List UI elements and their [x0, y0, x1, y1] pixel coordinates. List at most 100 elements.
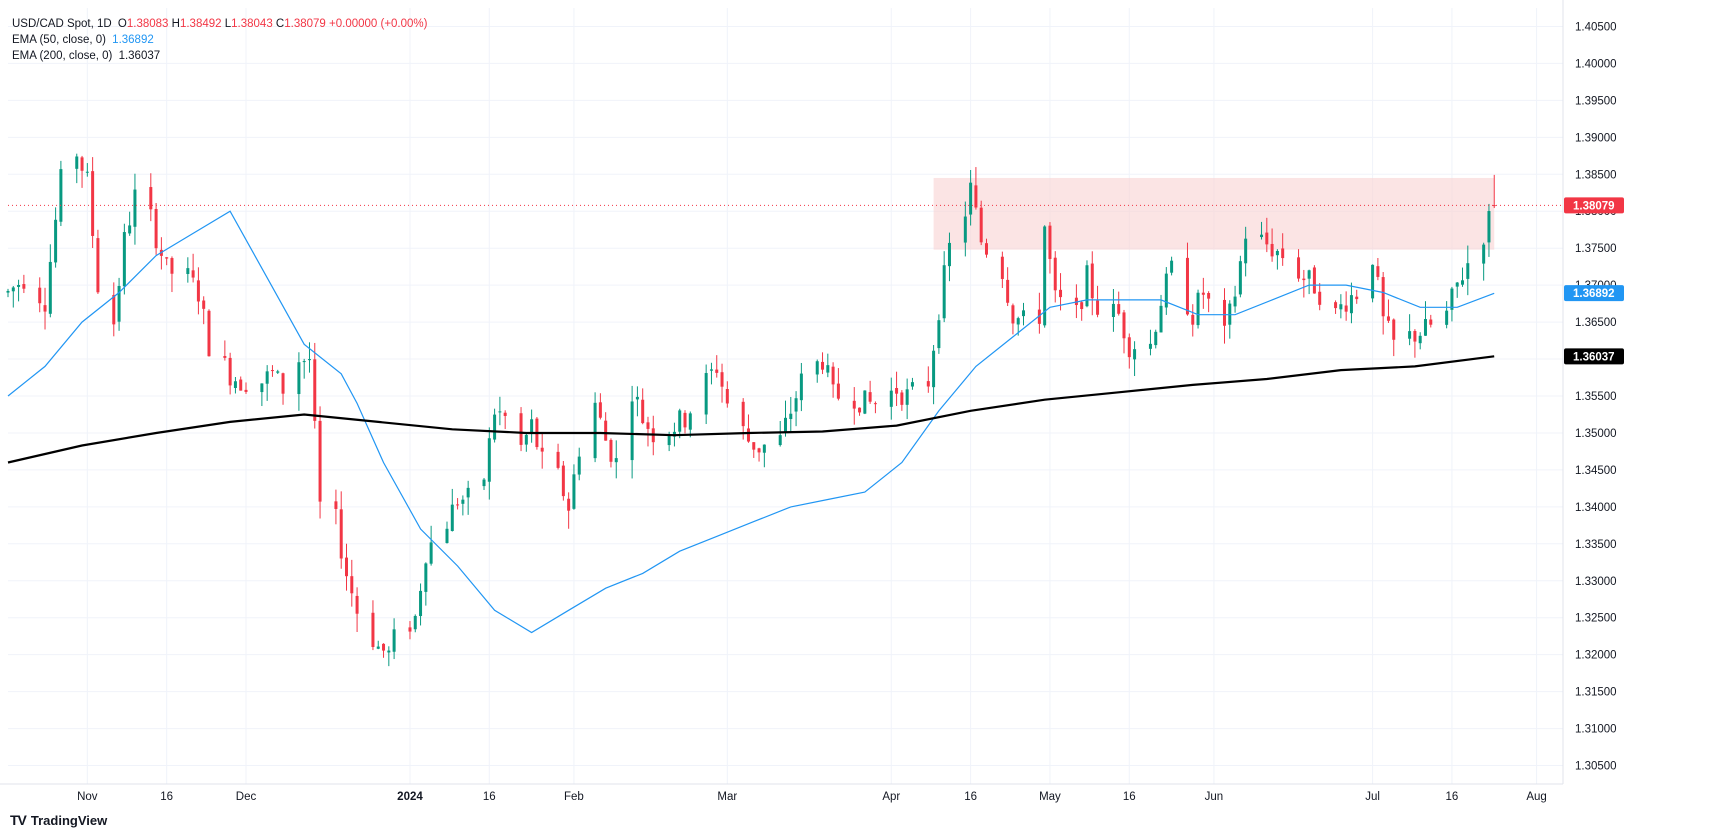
candle-up	[1418, 335, 1422, 344]
candle-up	[387, 650, 391, 653]
candle-down	[96, 238, 100, 293]
candle-up	[1196, 292, 1200, 326]
candle-up	[630, 401, 634, 461]
price-label-bg	[1564, 348, 1624, 365]
y-tick-label: 1.35500	[1575, 391, 1617, 403]
candle-down	[1048, 225, 1052, 259]
y-tick-label: 1.32000	[1575, 650, 1617, 662]
x-tick-label: Jun	[1205, 791, 1224, 803]
candle-down	[926, 381, 930, 387]
candle-down	[1117, 304, 1121, 314]
candle-up	[11, 287, 15, 292]
candle-up	[133, 189, 137, 227]
candle-down	[725, 389, 729, 404]
candle-up	[1154, 331, 1158, 346]
candle-down	[984, 243, 988, 255]
candle-down	[196, 280, 200, 302]
tradingview-logo[interactable]: TV TradingView	[10, 812, 107, 828]
candle-up	[1016, 318, 1020, 325]
candle-up	[1133, 349, 1137, 360]
y-tick-label: 1.35000	[1575, 428, 1617, 440]
legend-ohlc: USD/CAD Spot, 1D O1.38083 H1.38492 L1.38…	[12, 16, 427, 32]
resistance-zone-rect	[933, 177, 1495, 250]
candle-up	[429, 542, 433, 564]
y-tick-label: 1.31000	[1575, 724, 1617, 736]
candle-up	[1466, 263, 1470, 279]
axes: 1.30500 1.31000 1.31500 1.32000 1.32500 1.330…	[0, 0, 1624, 803]
candle-up	[6, 290, 10, 293]
candle-up	[17, 284, 21, 287]
candle-down	[683, 412, 687, 428]
candle-up	[424, 563, 428, 592]
candle-down	[355, 595, 359, 614]
candle-up	[524, 434, 528, 445]
candle-up	[59, 169, 63, 222]
candle-up	[593, 402, 597, 459]
candle-up	[1159, 305, 1163, 333]
candle-down	[382, 643, 386, 651]
candle-down	[1059, 289, 1063, 298]
candle-down	[345, 557, 349, 577]
candle-down	[858, 407, 862, 413]
close-value: 1.38079	[284, 18, 326, 30]
candle-down	[223, 356, 227, 358]
candle-down	[646, 422, 650, 429]
candle-up	[1371, 264, 1375, 299]
candle-up	[799, 373, 803, 401]
candle-down	[746, 428, 750, 442]
candle-up	[969, 182, 973, 215]
x-tick-label: Jul	[1365, 791, 1380, 803]
candle-down	[831, 366, 835, 385]
high-value: 1.38492	[179, 18, 222, 30]
resistance-zone	[933, 177, 1495, 250]
x-tick-label: Aug	[1526, 791, 1546, 803]
candle-down	[821, 361, 825, 370]
candle-up	[1461, 280, 1465, 285]
candle-up	[704, 373, 708, 415]
y-tick-label: 1.33000	[1575, 576, 1617, 588]
candle-up	[122, 232, 126, 287]
candle-up	[75, 156, 79, 169]
price-label-bg	[1564, 285, 1624, 302]
candle-down	[567, 498, 571, 511]
candle-up	[1487, 211, 1491, 243]
candle-up	[1111, 303, 1115, 318]
candle-up	[493, 414, 497, 440]
candle-up	[826, 365, 830, 373]
candle-up	[709, 369, 713, 371]
candle-down	[202, 300, 206, 309]
candle-down	[149, 187, 153, 210]
tradingview-icon: TV	[10, 812, 27, 828]
ema50-label: EMA (50, close, 0)	[12, 34, 106, 46]
candle-up	[1238, 261, 1242, 295]
candle-down	[1122, 312, 1126, 339]
candle-down	[561, 465, 565, 497]
candle-up	[413, 615, 417, 630]
candle-down	[38, 287, 42, 304]
candle-up	[910, 382, 914, 387]
candle-up	[450, 504, 454, 532]
candle-down	[350, 576, 354, 594]
price-label-tag: 1.36892	[1564, 285, 1624, 302]
low-label: L	[224, 18, 232, 30]
candle-down	[868, 392, 872, 402]
candle-up	[297, 362, 301, 395]
candle-down	[1201, 292, 1205, 295]
candle-up	[1423, 319, 1427, 336]
y-tick-label: 1.33500	[1575, 539, 1617, 551]
candle-down	[519, 413, 523, 445]
candle-up	[85, 171, 89, 173]
candle-up	[128, 225, 132, 234]
candle-up	[1260, 234, 1264, 238]
candle-up	[863, 390, 867, 414]
candle-up	[1233, 296, 1237, 307]
x-tick-label: 16	[483, 791, 496, 803]
legend-ema50: EMA (50, close, 0) 1.36892	[12, 32, 427, 48]
candle-down	[339, 509, 343, 559]
candle-up	[794, 398, 798, 412]
candle-up	[260, 383, 264, 393]
candle-up	[932, 350, 936, 388]
candle-down	[715, 369, 719, 373]
candle-down	[598, 402, 602, 418]
